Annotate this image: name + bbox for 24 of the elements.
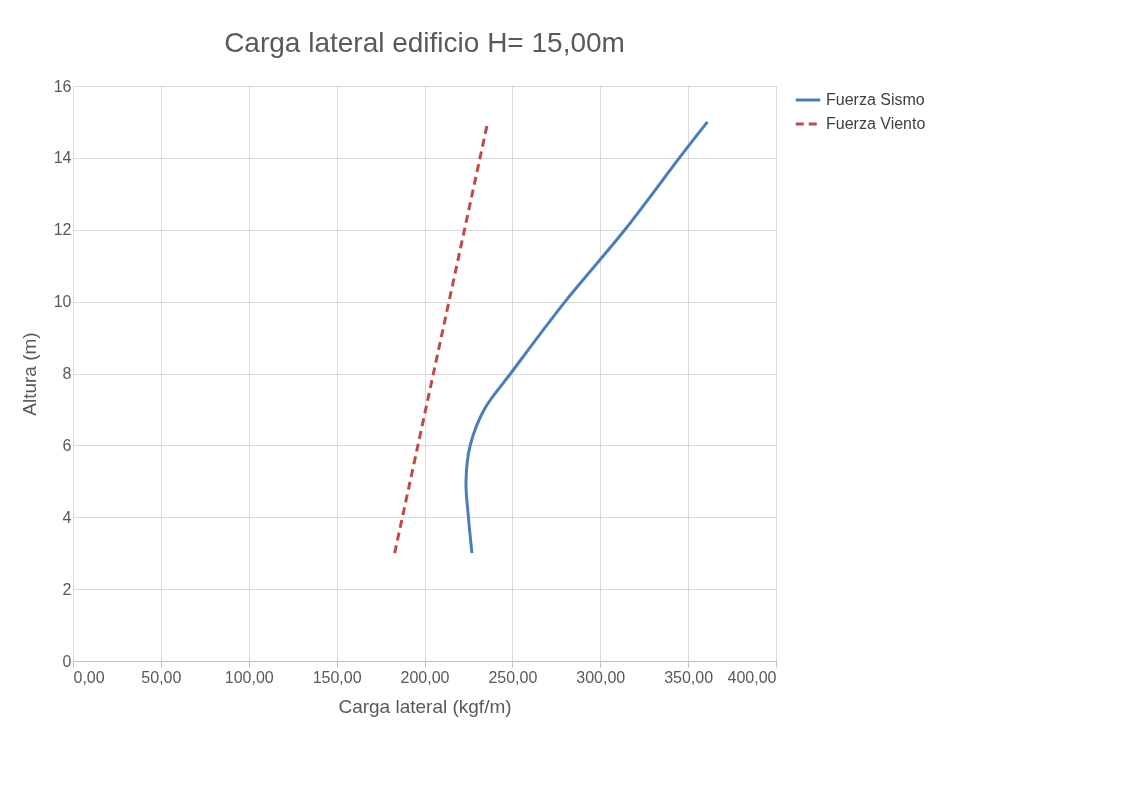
x-tick-label: 150,00 — [312, 668, 362, 686]
chart-title: Carga lateral edificio H= 15,00m — [224, 27, 625, 58]
line-series — [464, 120, 709, 555]
x-axis-title: Carga lateral (kgf/m) — [338, 695, 512, 717]
legend-label: Fuerza Sismo — [826, 91, 925, 108]
y-tick-label: 16 — [53, 77, 72, 95]
x-tick-label: 0,00 — [73, 668, 105, 686]
y-tick-label: 0 — [62, 652, 72, 670]
x-tick-label: 100,00 — [224, 668, 274, 686]
x-tick-label: 400,00 — [727, 668, 777, 686]
y-tick-label: 10 — [53, 293, 72, 311]
x-tick-label: 350,00 — [664, 668, 714, 686]
y-tick-label: 2 — [62, 580, 72, 598]
y-tick-label: 8 — [62, 365, 72, 382]
x-tick-label: 200,00 — [400, 668, 450, 686]
x-tick-label: 250,00 — [488, 668, 538, 686]
y-axis-title: Altura (m) — [18, 332, 40, 416]
y-tick-label: 6 — [62, 436, 72, 454]
y-tick-label: 12 — [53, 221, 72, 239]
y-tick-label: 14 — [53, 149, 72, 167]
x-tick-label: 50,00 — [141, 668, 182, 686]
y-tick-label: 4 — [62, 508, 72, 526]
x-tick-label: 300,00 — [576, 668, 626, 686]
legend-label: Fuerza Viento — [826, 115, 926, 132]
